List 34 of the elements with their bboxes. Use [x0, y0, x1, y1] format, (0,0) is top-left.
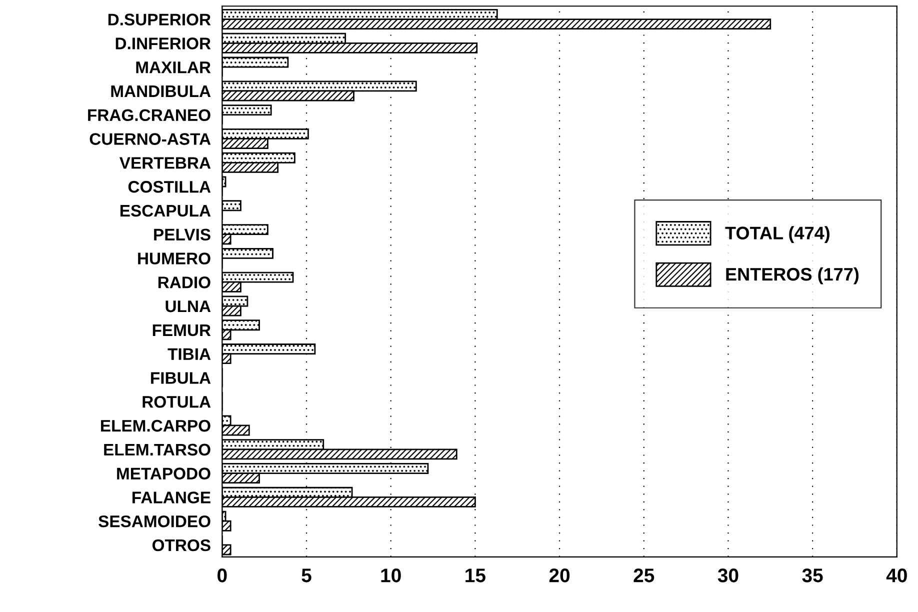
- x-tick-label: 15: [466, 568, 486, 582]
- y-tick-label: FIBULA: [151, 372, 211, 384]
- y-tick-label: FRAG.CRANEO: [88, 109, 210, 122]
- y-tick-label: CUERNO-ASTA: [90, 133, 211, 145]
- y-tick-label: ULNA: [166, 300, 211, 312]
- x-tick-label: 0: [218, 568, 227, 582]
- y-tick-label: FALANGE: [132, 492, 210, 504]
- y-tick-label: OTROS: [152, 539, 210, 552]
- y-tick-label: D.INFERIOR: [116, 38, 211, 50]
- x-tick-label: 20: [549, 568, 570, 582]
- y-tick-label: RADIO: [158, 276, 210, 288]
- y-tick-label: METAPODO: [117, 468, 210, 480]
- x-tick-label: 5: [302, 568, 312, 582]
- y-tick-label: ELEM.TARSO: [104, 444, 210, 456]
- x-tick-label: 40: [886, 568, 907, 582]
- y-tick-label: FEMUR: [152, 324, 211, 336]
- x-tick-label: 30: [718, 568, 738, 582]
- y-tick-label: MANDIBULA: [111, 86, 211, 98]
- y-tick-label: HUMERO: [138, 252, 210, 264]
- y-tick-label: TIBIA: [168, 348, 211, 360]
- legend-label: TOTAL (474): [725, 226, 830, 244]
- y-tick-label: SESAMOIDEO: [98, 515, 210, 528]
- y-tick-label: COSTILLA: [128, 180, 211, 193]
- y-tick-label: PELVIS: [154, 228, 210, 241]
- y-tick-label: ESCAPULA: [120, 204, 211, 217]
- legend-label: ENTEROS (177): [726, 267, 859, 284]
- y-tick-label: D.SUPERIOR: [108, 14, 211, 26]
- x-tick-label: 10: [381, 568, 401, 582]
- y-tick-label: MAXILAR: [136, 62, 211, 74]
- x-tick-label: 25: [634, 568, 654, 582]
- y-tick-label: ELEM.CARPO: [101, 420, 210, 432]
- y-tick-label: VERTEBRA: [119, 157, 211, 169]
- x-tick-label: 35: [802, 568, 823, 582]
- y-tick-label: ROTULA: [142, 396, 211, 408]
